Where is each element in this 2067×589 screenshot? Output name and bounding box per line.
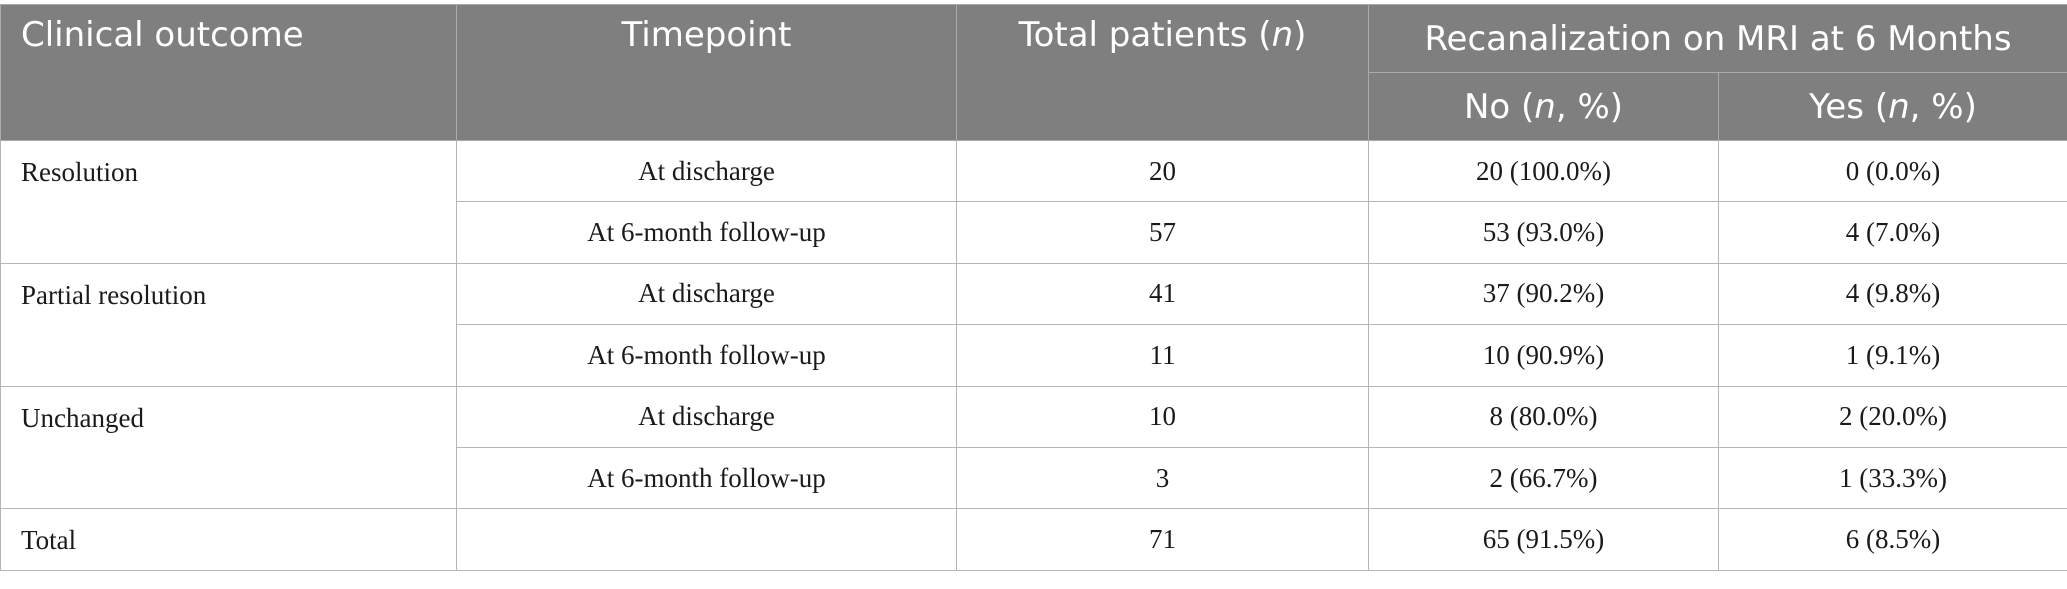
cell-outcome: Partial resolution: [0, 262, 457, 387]
cell-yes: 1 (9.1%): [1718, 324, 2067, 387]
table-header: Clinical outcome Timepoint Total patient…: [0, 4, 2067, 141]
cell-timepoint: At discharge: [456, 139, 957, 203]
cell-total: 41: [956, 262, 1369, 326]
cell-total: 3: [956, 446, 1369, 510]
table-body: Resolution At discharge 20 20 (100.0%) 0…: [0, 139, 2067, 571]
cell-total: 57: [956, 201, 1369, 264]
header-row-1: Clinical outcome Timepoint Total patient…: [0, 4, 2067, 141]
header-yes-suffix: , %): [1909, 86, 1977, 127]
header-total-patients-suffix: ): [1293, 15, 1307, 55]
header-no: No (n, %): [1368, 72, 1719, 141]
cell-yes: 1 (33.3%): [1718, 446, 2067, 510]
header-yes-prefix: Yes (: [1809, 86, 1889, 127]
table-row: Unchanged At discharge 10 8 (80.0%) 2 (2…: [0, 385, 2067, 510]
cell-outcome: Resolution: [0, 140, 457, 264]
header-row-2: No (n, %) Yes (n, %): [1, 72, 2067, 141]
cell-total: 10: [956, 385, 1369, 448]
header-yes: Yes (n, %): [1718, 72, 2067, 141]
cell-no: 2 (66.7%): [1368, 446, 1719, 510]
header-recanalization: Recanalization on MRI at 6 Months: [1368, 4, 2067, 73]
cell-no: 20 (100.0%): [1368, 139, 1719, 203]
table-row: At 6-month follow-up 57 53 (93.0%) 4 (7.…: [1, 201, 2067, 264]
cell-no: 8 (80.0%): [1368, 385, 1719, 448]
cell-timepoint: At discharge: [456, 385, 957, 448]
header-timepoint: Timepoint: [456, 4, 957, 141]
cell-yes: 4 (7.0%): [1718, 201, 2067, 264]
cell-timepoint: [456, 508, 957, 571]
header-no-n: n: [1534, 86, 1556, 127]
cell-timepoint: At discharge: [456, 262, 957, 326]
header-clinical-outcome: Clinical outcome: [0, 4, 457, 141]
cell-timepoint: At 6-month follow-up: [456, 446, 957, 510]
table-row-total: Total 71 65 (91.5%) 6 (8.5%): [0, 508, 2067, 571]
cell-no: 53 (93.0%): [1368, 201, 1719, 264]
cell-total: 71: [956, 508, 1369, 571]
cell-total: 20: [956, 139, 1369, 203]
cell-timepoint: At 6-month follow-up: [456, 201, 957, 264]
cell-no: 10 (90.9%): [1368, 324, 1719, 387]
cell-yes: 2 (20.0%): [1718, 385, 2067, 448]
cell-outcome: Total: [0, 508, 457, 571]
table-row: Partial resolution At discharge 41 37 (9…: [0, 262, 2067, 387]
cell-no: 65 (91.5%): [1368, 508, 1719, 571]
cell-yes: 6 (8.5%): [1718, 508, 2067, 571]
recanalization-outcome-table: Clinical outcome Timepoint Total patient…: [0, 4, 2067, 571]
header-no-prefix: No (: [1463, 86, 1535, 127]
cell-timepoint: At 6-month follow-up: [456, 324, 957, 387]
cell-outcome: Unchanged: [0, 385, 457, 510]
header-total-patients: Total patients (n): [956, 4, 1369, 141]
header-yes-n: n: [1888, 86, 1910, 127]
table-row: At 6-month follow-up 3 2 (66.7%) 1 (33.3…: [1, 446, 2067, 510]
header-total-patients-prefix: Total patients (: [1018, 15, 1272, 55]
header-total-patients-n: n: [1271, 15, 1294, 55]
table-row: Resolution At discharge 20 20 (100.0%) 0…: [0, 139, 2067, 264]
cell-yes: 0 (0.0%): [1718, 139, 2067, 203]
cell-total: 11: [956, 324, 1369, 387]
cell-no: 37 (90.2%): [1368, 262, 1719, 326]
cell-yes: 4 (9.8%): [1718, 262, 2067, 326]
header-no-suffix: , %): [1555, 86, 1624, 127]
